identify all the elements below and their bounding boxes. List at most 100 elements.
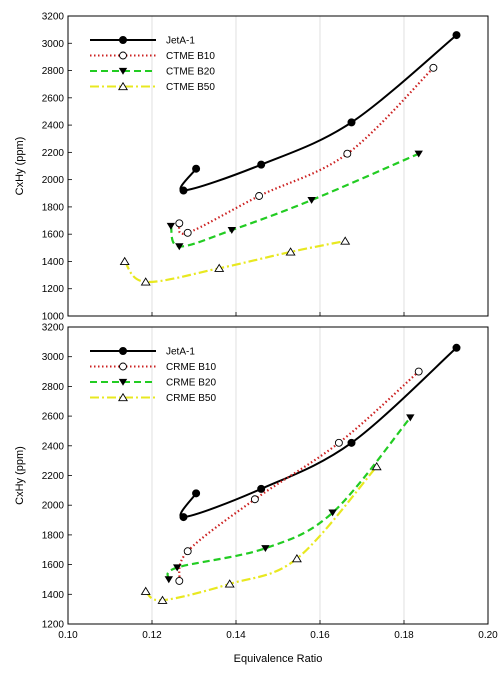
data-point [175, 219, 184, 228]
data-point [347, 118, 356, 127]
y-tick-label: 2000 [42, 175, 65, 186]
y-tick-label: 3200 [42, 12, 65, 23]
data-point [175, 576, 184, 585]
data-point [166, 222, 176, 230]
data-point [343, 149, 352, 158]
data-point [257, 160, 266, 169]
y-tick-label: 1600 [42, 560, 65, 571]
data-point [307, 196, 316, 204]
legend-label: CTME B10 [166, 51, 215, 62]
series-line [123, 239, 346, 284]
data-point [452, 31, 461, 40]
legend-label: CTME B20 [166, 67, 215, 78]
top-chart: 1000 1200 1400 1600 1800 2000 2200 2400 2600 2800… [14, 12, 489, 323]
data-point [255, 192, 264, 200]
legend: JetA-1 CTME B10 CTME B20 CTME B50 [90, 36, 215, 93]
legend-label: JetA-1 [166, 36, 195, 47]
legend: JetA-1 CRME B10 CRME B20 CRME B50 [90, 347, 216, 404]
data-point [175, 243, 184, 251]
data-point [140, 586, 151, 595]
data-point [179, 513, 188, 522]
y-tick-label: 2400 [42, 441, 65, 452]
y-axis-label: CxHy (ppm) [14, 446, 26, 505]
data-point [340, 236, 351, 245]
data-point [183, 228, 192, 237]
legend-label: CRME B50 [166, 393, 216, 404]
data-point [192, 164, 201, 173]
legend-marker [118, 378, 128, 386]
data-point [179, 186, 188, 195]
y-tick-label: 2800 [42, 382, 65, 393]
data-point [157, 595, 168, 604]
legend-marker [118, 392, 128, 402]
y-tick-label: 2800 [42, 66, 65, 77]
legend-marker [118, 81, 128, 91]
legend-marker [119, 347, 127, 355]
y-tick-label: 2600 [42, 412, 65, 423]
data-point [406, 414, 415, 422]
x-tick-label: 0.12 [142, 630, 162, 641]
y-tick-label: 1800 [42, 202, 65, 213]
data-point [291, 554, 302, 563]
data-point [250, 495, 259, 504]
series-line [179, 34, 458, 192]
series-jeta-1 [179, 343, 461, 522]
y-tick-label: 3000 [42, 352, 65, 363]
data-point [140, 277, 151, 286]
data-point [414, 367, 423, 376]
y-tick-label: 2600 [42, 93, 65, 104]
series-jeta-1 [179, 31, 461, 195]
data-point [173, 564, 182, 572]
data-point [371, 461, 382, 471]
data-point [347, 438, 356, 447]
series-ctme-b20 [166, 150, 423, 251]
legend-marker [119, 362, 127, 371]
series-ctme-b10 [175, 63, 438, 237]
y-tick-label: 2200 [42, 471, 65, 482]
data-point [224, 579, 235, 588]
data-point [429, 63, 438, 72]
legend-label: CRME B10 [166, 362, 216, 373]
legend-marker [118, 67, 128, 75]
data-point [414, 150, 423, 158]
y-tick-label: 1200 [42, 620, 65, 631]
series-crme-b10 [175, 367, 423, 585]
series-line [178, 370, 420, 582]
data-point [227, 226, 236, 234]
series-crme-b50 [140, 461, 382, 604]
y-tick-label: 1800 [42, 530, 65, 541]
legend-marker [119, 36, 127, 44]
x-tick-label: 0.10 [58, 630, 78, 641]
legend-label: CRME B20 [166, 378, 216, 389]
x-tick-label: 0.14 [226, 630, 246, 641]
y-tick-label: 2400 [42, 121, 65, 132]
y-tick-label: 1600 [42, 230, 65, 241]
data-point [285, 247, 296, 256]
y-tick-label: 2200 [42, 148, 65, 159]
data-point [261, 545, 270, 553]
data-point [192, 489, 201, 498]
series-line [169, 152, 420, 248]
legend-label: JetA-1 [166, 347, 195, 358]
y-tick-label: 2000 [42, 501, 65, 512]
y-tick-label: 1400 [42, 257, 65, 268]
plot-frame [67, 15, 489, 317]
y-tick-label: 1000 [42, 312, 65, 323]
series-line [179, 347, 458, 519]
data-point [214, 263, 225, 272]
series-ctme-b50 [119, 236, 351, 286]
y-tick-label: 3200 [42, 323, 65, 334]
y-axis-label: CxHy (ppm) [14, 137, 26, 196]
series-line [144, 465, 378, 602]
series-crme-b20 [164, 414, 415, 584]
data-point [119, 256, 130, 266]
legend-label: CTME B50 [166, 82, 215, 93]
plot-frame [67, 326, 489, 625]
data-point [452, 343, 461, 352]
x-tick-label: 0.18 [394, 630, 414, 641]
series-line [177, 67, 435, 235]
data-point [257, 484, 266, 493]
x-axis-label: Equivalence Ratio [234, 653, 323, 665]
y-tick-label: 3000 [42, 39, 65, 50]
